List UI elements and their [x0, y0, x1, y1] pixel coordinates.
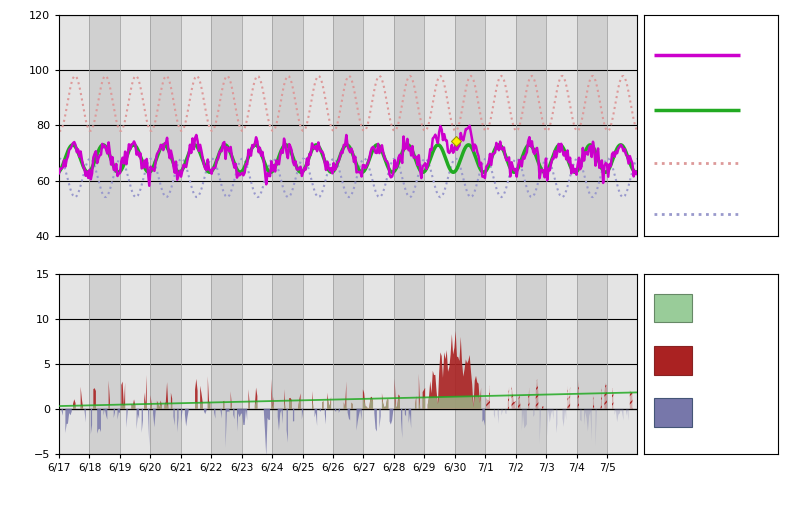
- Bar: [486, 274, 515, 454]
- Bar: [181, 274, 211, 454]
- Bar: [607, 274, 637, 454]
- Bar: [515, 274, 546, 454]
- Bar: [486, 15, 515, 236]
- Bar: [59, 274, 90, 454]
- Bar: [90, 15, 120, 236]
- Bar: [364, 274, 394, 454]
- Bar: [242, 15, 272, 236]
- Bar: [333, 15, 364, 236]
- Bar: [455, 15, 486, 236]
- Bar: [394, 274, 424, 454]
- Bar: [577, 274, 607, 454]
- Bar: [455, 274, 486, 454]
- Bar: [333, 274, 364, 454]
- Bar: [211, 274, 242, 454]
- Bar: [302, 15, 333, 236]
- Bar: [302, 274, 333, 454]
- Bar: [120, 15, 150, 236]
- Bar: [364, 15, 394, 236]
- Bar: [150, 15, 181, 236]
- Bar: [394, 15, 424, 236]
- Bar: [242, 274, 272, 454]
- Bar: [515, 15, 546, 236]
- Bar: [90, 274, 120, 454]
- Bar: [181, 15, 211, 236]
- Bar: [577, 15, 607, 236]
- Bar: [272, 274, 302, 454]
- Bar: [546, 15, 577, 236]
- Bar: [655, 398, 692, 427]
- Bar: [120, 274, 150, 454]
- Bar: [272, 15, 302, 236]
- Bar: [655, 294, 692, 322]
- Bar: [424, 274, 455, 454]
- Bar: [211, 15, 242, 236]
- Bar: [150, 274, 181, 454]
- Bar: [655, 346, 692, 375]
- Bar: [607, 15, 637, 236]
- Bar: [59, 15, 90, 236]
- Bar: [546, 274, 577, 454]
- Bar: [424, 15, 455, 236]
